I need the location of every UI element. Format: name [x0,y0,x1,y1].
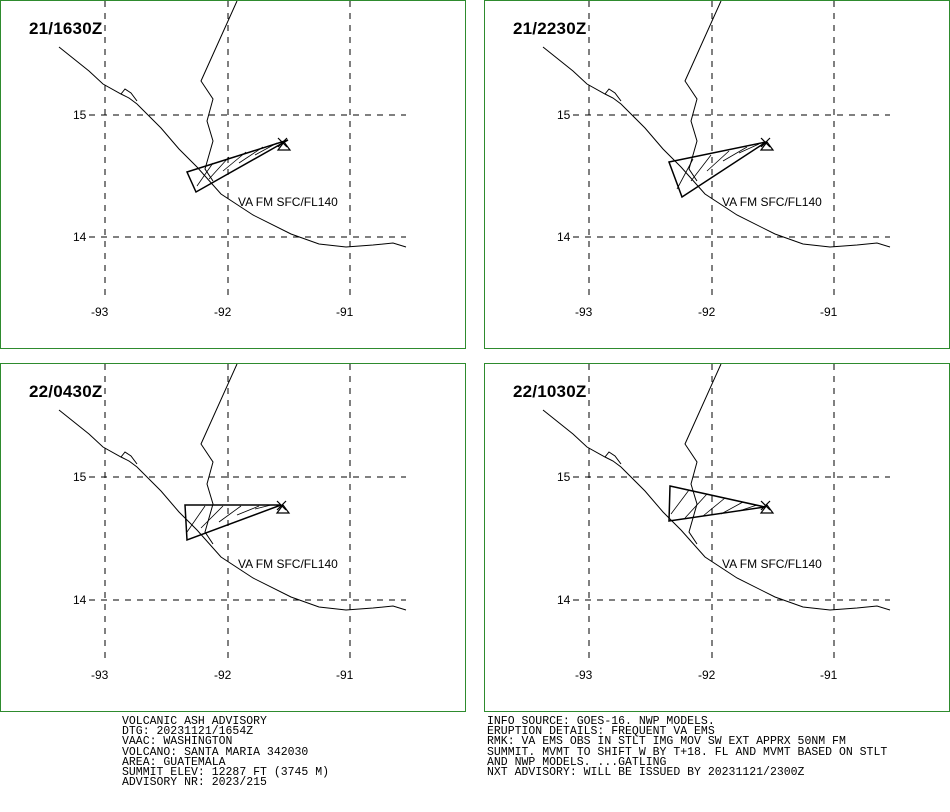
advisory-line: VAAC: WASHINGTON [122,735,233,749]
lon-label-91: -91 [336,305,354,319]
ash-level-label: VA FM SFC/FL140 [722,195,822,209]
volcano-icon [275,500,291,514]
advisory-line: INFO SOURCE: GOES-16. NWP MODELS. [487,715,715,728]
advisory-line: SUMMIT. MVMT TO SHIFT W BY T+18. FL AND … [487,745,888,759]
lon-label-92: -92 [214,668,232,682]
graticule [573,364,890,664]
advisory-line: VOLCANIC ASH ADVISORY [122,715,267,728]
ash-polygon [185,139,289,194]
panel-time-title: 22/1030Z [513,382,587,401]
graticule [89,1,406,301]
advisory-line: DTG: 20231121/1654Z [122,725,254,739]
coastline [542,364,891,611]
advisory-line: AND NWP MODELS. ...GATLING [487,755,667,769]
ash-hatch [670,489,758,519]
graticule [573,1,890,301]
ash-hatch [196,142,278,187]
lat-label-14: 14 [73,593,87,607]
ash-hatch [186,504,272,533]
coastline [58,364,407,611]
ash-hatch [676,143,760,190]
advisory-line: AREA: GUATEMALA [122,755,226,769]
lon-label-91: -91 [820,668,838,682]
lon-label-92: -92 [214,305,232,319]
coastline [542,1,891,248]
panel-time-title: 21/1630Z [29,19,103,38]
ash-level-label: VA FM SFC/FL140 [238,195,338,209]
coastline [58,1,407,248]
map-panel-1: 21/1630Z 15 14 -93 -92 -91 VA FM SFC/FL1… [0,0,466,349]
map-canvas [58,364,407,664]
ash-polygon [667,141,767,199]
advisory-line: ERUPTION DETAILS: FREQUENT VA EMS [487,725,715,739]
panel-time-title: 22/0430Z [29,382,103,401]
volcano-icon [759,137,775,151]
lon-label-92: -92 [698,305,716,319]
lon-label-91: -91 [820,305,838,319]
lat-label-14: 14 [557,593,571,607]
advisory-line: NXT ADVISORY: WILL BE ISSUED BY 20231121… [487,766,805,780]
map-canvas [542,364,891,664]
map-canvas [542,1,891,301]
lon-label-91: -91 [336,668,354,682]
ash-level-label: VA FM SFC/FL140 [238,557,338,571]
lat-label-15: 15 [557,470,571,484]
lon-label-93: -93 [575,305,593,319]
volcano-icon [276,137,292,151]
map-panel-4: 22/1030Z 15 14 -93 -92 -91 VA FM SFC/FL1… [484,363,950,712]
advisory-line: VOLCANO: SANTA MARIA 342030 [122,745,309,759]
ash-polygon [184,504,282,542]
lat-label-15: 15 [73,470,87,484]
lon-label-93: -93 [91,305,109,319]
ash-level-label: VA FM SFC/FL140 [722,557,822,571]
advisory-line: ADVISORY NR: 2023/215 [122,776,267,790]
lat-label-15: 15 [73,108,87,122]
panel-time-title: 21/2230Z [513,19,587,38]
lon-label-93: -93 [575,668,593,682]
lon-label-92: -92 [698,668,716,682]
lat-label-14: 14 [73,230,87,244]
lat-label-14: 14 [557,230,571,244]
lon-label-93: -93 [91,668,109,682]
advisory-line: RMK: VA EMS OBS IN STLT IMG MOV SW EXT A… [487,735,846,749]
advisory-right-block: INFO SOURCE: GOES-16. NWP MODELS. ERUPTI… [487,715,888,780]
lat-label-15: 15 [557,108,571,122]
ash-polygon [668,485,766,522]
volcano-icon [759,500,775,514]
graticule [89,364,406,664]
advisory-line: SUMMIT ELEV: 12287 FT (3745 M) [122,766,330,780]
advisory-left-block: VOLCANIC ASH ADVISORY DTG: 20231121/1654… [122,715,330,790]
map-panel-2: 21/2230Z 15 14 -93 -92 -91 VA FM SFC/FL1… [484,0,950,349]
map-panel-3: 22/0430Z 15 14 -93 -92 -91 VA FM SFC/FL1… [0,363,466,712]
map-canvas [58,1,407,301]
